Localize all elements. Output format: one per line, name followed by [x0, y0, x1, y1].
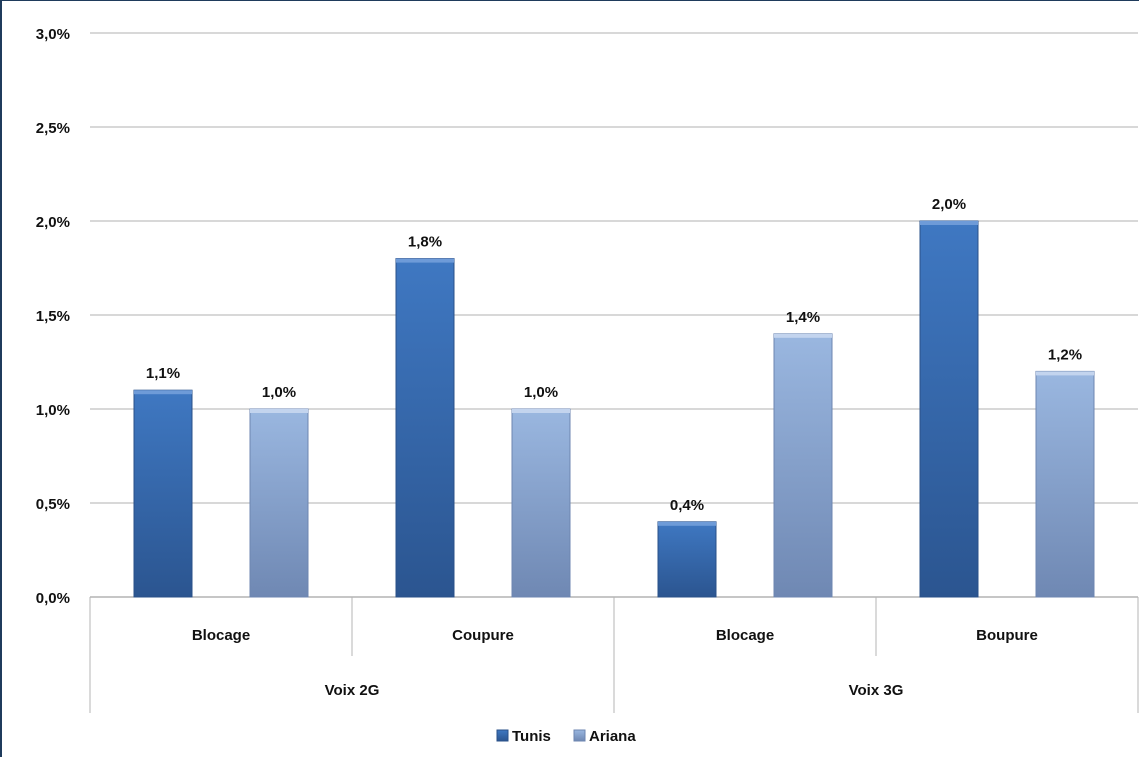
- legend: Tunis Ariana: [496, 728, 636, 745]
- gridlines: [90, 32, 1138, 598]
- bar-top-highlight: [1036, 371, 1094, 376]
- bar-tunis: [919, 220, 979, 598]
- data-label: 1,1%: [146, 365, 180, 382]
- data-labels: 1,1% 1,8% 0,4% 2,0% 1,0% 1,0% 1,4% 1,2%: [146, 196, 1082, 514]
- y-axis: 0,0% 0,5% 1,0% 1,5% 2,0% 2,5% 3,0%: [36, 26, 70, 607]
- y-tick-label: 1,0%: [36, 402, 70, 419]
- group-label: Voix 3G: [849, 682, 904, 699]
- bar-top-highlight: [134, 390, 192, 395]
- data-label: 0,4%: [670, 497, 704, 514]
- bar-top-highlight: [658, 521, 716, 526]
- bar-tunis: [657, 521, 717, 598]
- bar-ariana: [1035, 370, 1095, 598]
- category-label: Blocage: [192, 627, 250, 644]
- bars: [133, 220, 1095, 598]
- bar-top-highlight: [250, 409, 308, 413]
- y-tick-label: 1,5%: [36, 308, 70, 325]
- bar-ariana: [511, 408, 571, 598]
- legend-swatch-tunis: [496, 729, 509, 742]
- legend-label-tunis: Tunis: [512, 728, 551, 745]
- bar-tunis: [133, 389, 193, 598]
- bar-ariana: [249, 408, 309, 598]
- data-label: 1,0%: [524, 384, 558, 401]
- bar-top-highlight: [774, 333, 832, 338]
- group-label: Voix 2G: [325, 682, 380, 699]
- category-label: Boupure: [976, 627, 1038, 644]
- bar-ariana: [773, 333, 833, 598]
- bar-top-highlight: [396, 258, 454, 263]
- bar-top-highlight: [920, 221, 978, 225]
- y-tick-label: 0,0%: [36, 590, 70, 607]
- y-tick-label: 3,0%: [36, 26, 70, 43]
- category-label: Coupure: [452, 627, 514, 644]
- y-tick-label: 2,5%: [36, 120, 70, 137]
- y-tick-label: 2,0%: [36, 214, 70, 231]
- category-label: Blocage: [716, 627, 774, 644]
- x-axis: Blocage Coupure Blocage Boupure Voix 2G Voix …: [89, 597, 1139, 713]
- legend-label-ariana: Ariana: [589, 728, 636, 745]
- data-label: 2,0%: [932, 196, 966, 213]
- data-label: 1,8%: [408, 234, 442, 251]
- data-label: 1,4%: [786, 309, 820, 326]
- bar-top-highlight: [512, 409, 570, 413]
- legend-swatch-ariana: [573, 729, 586, 742]
- bar-tunis: [395, 258, 455, 598]
- y-tick-label: 0,5%: [36, 496, 70, 513]
- data-label: 1,0%: [262, 384, 296, 401]
- data-label: 1,2%: [1048, 346, 1082, 363]
